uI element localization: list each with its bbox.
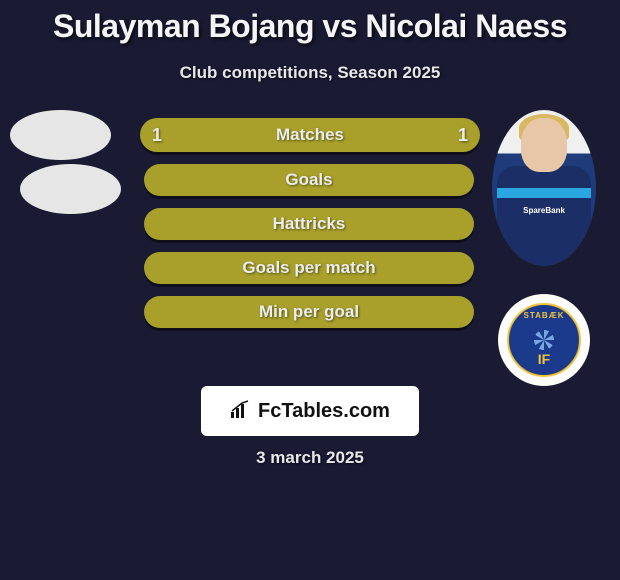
- stat-bar: Hattricks: [144, 208, 474, 240]
- player2-face: [521, 118, 567, 172]
- club-badge-suffix: IF: [509, 351, 579, 367]
- stat-bar: Min per goal: [144, 296, 474, 328]
- player1-avatar: [10, 110, 111, 160]
- stat-row: Hattricks: [140, 208, 480, 240]
- stat-bar: 1 Matches 1: [140, 118, 480, 152]
- stat-label: Hattricks: [273, 214, 346, 234]
- club-badge-name: STABÆK: [509, 311, 579, 320]
- stat-left-value: 1: [152, 125, 162, 146]
- site-logo: FcTables.com: [201, 386, 419, 436]
- stat-row: 1 Matches 1: [140, 118, 480, 152]
- stat-label: Goals: [285, 170, 332, 190]
- player2-jersey: [497, 166, 591, 266]
- stat-row: Goals: [140, 164, 480, 196]
- chart-icon: [230, 400, 252, 423]
- player2-avatar: SpareBank: [492, 110, 596, 266]
- player2-jersey-stripe: [497, 188, 591, 198]
- football-icon: [534, 330, 554, 350]
- stat-row: Goals per match: [140, 252, 480, 284]
- stat-label: Matches: [276, 125, 344, 145]
- stat-bars: 1 Matches 1 Goals Hattricks Goals per match Mi…: [140, 118, 480, 340]
- page-title: Sulayman Bojang vs Nicolai Naess: [0, 0, 620, 45]
- footer-date: 3 march 2025: [0, 448, 620, 468]
- stat-row: Min per goal: [140, 296, 480, 328]
- stat-bar: Goals: [144, 164, 474, 196]
- player2-club-badge: STABÆK IF: [498, 294, 590, 386]
- club-badge-inner: STABÆK IF: [507, 303, 581, 377]
- subtitle: Club competitions, Season 2025: [0, 63, 620, 83]
- site-logo-text: FcTables.com: [258, 400, 390, 423]
- player1-club-badge: [20, 164, 121, 214]
- stat-right-value: 1: [458, 125, 468, 146]
- stat-label: Min per goal: [259, 302, 359, 322]
- player2-jersey-sponsor: SpareBank: [523, 206, 565, 215]
- stat-bar: Goals per match: [144, 252, 474, 284]
- stat-label: Goals per match: [242, 258, 375, 278]
